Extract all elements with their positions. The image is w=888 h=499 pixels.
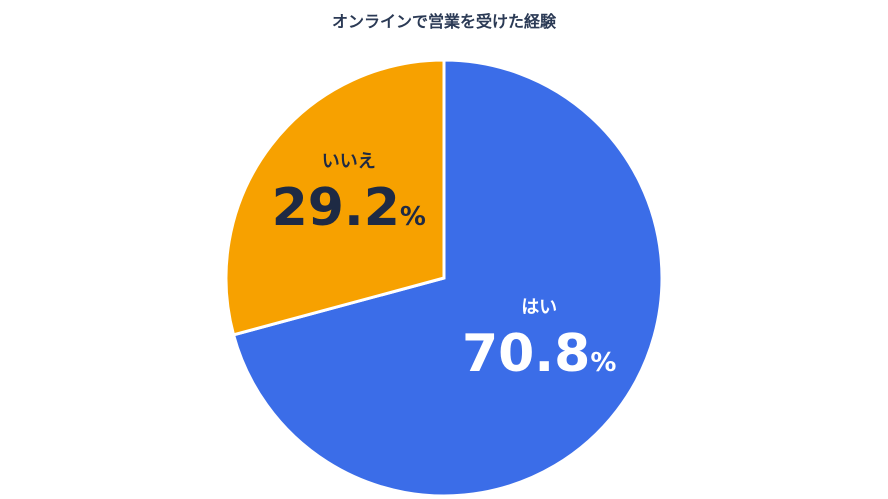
slice-value-1: 29.2% [272,178,426,238]
chart-title: オンラインで営業を受けた経験 [331,12,556,31]
slice-value-0: 70.8% [462,324,616,384]
slice-label-1: いいえ [322,151,376,172]
pie-slice-1 [224,58,446,337]
slice-label-0: はい [521,297,557,318]
pie-slice-0 [231,58,664,498]
